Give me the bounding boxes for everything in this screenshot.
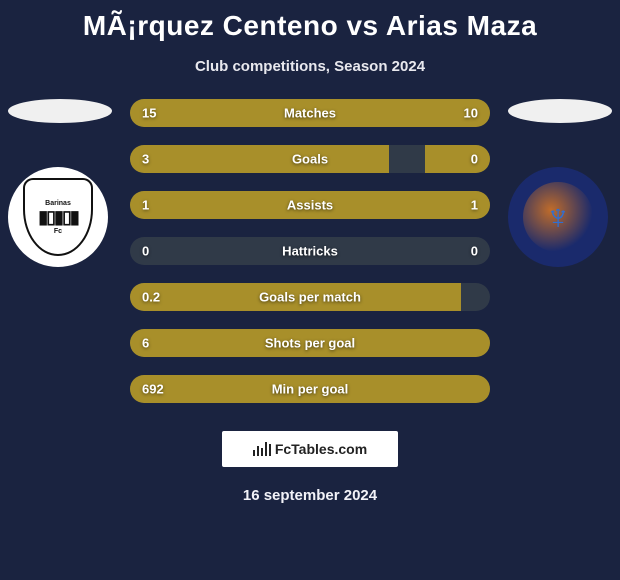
stat-value-left: 6 <box>142 336 149 351</box>
comparison-title: MÃ¡rquez Centeno vs Arias Maza <box>0 0 620 42</box>
comparison-date: 16 september 2024 <box>0 487 620 504</box>
bar-chart-icon <box>253 442 271 456</box>
stat-value-right: 1 <box>471 198 478 213</box>
left-player-column: Barinas ▮▯▮▯▮ Fc <box>8 99 112 267</box>
right-player-column: ♆ <box>508 99 612 267</box>
stat-value-left: 1 <box>142 198 149 213</box>
stat-bar-left-fill <box>130 191 310 219</box>
stat-value-left: 3 <box>142 152 149 167</box>
stat-row: 1 Assists 1 <box>130 191 490 219</box>
stat-bars: 15Matches103Goals01Assists10Hattricks00.… <box>130 99 490 403</box>
shield-icon: Barinas ▮▯▮▯▮ Fc <box>23 178 93 256</box>
left-club-badge: Barinas ▮▯▮▯▮ Fc <box>8 167 108 267</box>
stat-bar-right-fill <box>425 145 490 173</box>
stat-row: 0 Hattricks 0 <box>130 237 490 265</box>
right-club-badge: ♆ <box>508 167 608 267</box>
trident-icon: ♆ <box>545 196 572 238</box>
right-shadow-ellipse <box>508 99 612 123</box>
stat-bar-right-fill <box>310 191 490 219</box>
stat-value-right: 0 <box>471 244 478 259</box>
stat-label: Goals per match <box>259 290 361 305</box>
stat-label: Assists <box>287 198 333 213</box>
stat-label: Hattricks <box>282 244 338 259</box>
stat-value-left: 15 <box>142 106 156 121</box>
comparison-body: Barinas ▮▯▮▯▮ Fc ♆ 15Matches103Goals01As… <box>0 99 620 504</box>
stat-row: 692 Min per goal <box>130 375 490 403</box>
stat-value-left: 692 <box>142 382 164 397</box>
logo-text: FcTables.com <box>275 441 367 457</box>
stat-value-right: 10 <box>464 106 478 121</box>
stat-bar-left-fill <box>130 145 389 173</box>
swirl-icon: ♆ <box>523 182 593 252</box>
stat-row: 15 Matches 10 <box>130 99 490 127</box>
stat-row: 3 Goals 0 <box>130 145 490 173</box>
stat-label: Min per goal <box>272 382 349 397</box>
stat-label: Goals <box>292 152 328 167</box>
comparison-subtitle: Club competitions, Season 2024 <box>0 58 620 75</box>
stat-row: 6 Shots per goal <box>130 329 490 357</box>
stat-label: Shots per goal <box>265 336 355 351</box>
shield-stripes-icon: ▮▯▮▯▮ <box>38 207 78 228</box>
stat-value-left: 0 <box>142 244 149 259</box>
stat-label: Matches <box>284 106 336 121</box>
left-shadow-ellipse <box>8 99 112 123</box>
stat-row: 0.2 Goals per match <box>130 283 490 311</box>
fctables-logo: FcTables.com <box>222 431 398 467</box>
stat-value-right: 0 <box>471 152 478 167</box>
shield-text-bottom: Fc <box>54 228 62 235</box>
stat-value-left: 0.2 <box>142 290 160 305</box>
shield-text-top: Barinas <box>45 200 71 207</box>
